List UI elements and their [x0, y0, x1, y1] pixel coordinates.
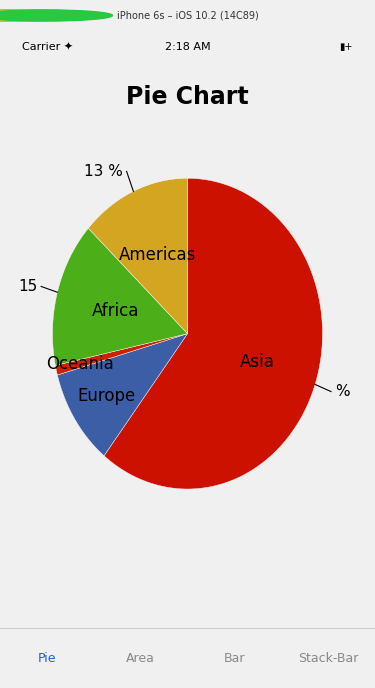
Text: Europe: Europe — [78, 387, 136, 405]
Circle shape — [0, 10, 112, 21]
Text: Bar: Bar — [224, 652, 245, 665]
Text: Carrier ✦: Carrier ✦ — [22, 42, 74, 52]
Polygon shape — [57, 334, 188, 455]
Polygon shape — [88, 178, 188, 334]
Text: %: % — [335, 384, 350, 399]
Text: Pie: Pie — [38, 652, 56, 665]
Text: Asia: Asia — [240, 352, 275, 371]
Polygon shape — [104, 178, 322, 489]
Circle shape — [0, 10, 82, 21]
Text: ▮+: ▮+ — [339, 42, 352, 52]
Text: Area: Area — [126, 652, 155, 665]
Circle shape — [0, 10, 98, 21]
Text: Americas: Americas — [119, 246, 196, 264]
Text: Pie Chart: Pie Chart — [126, 85, 249, 109]
Polygon shape — [56, 334, 188, 375]
Text: 15: 15 — [18, 279, 38, 294]
Text: Oceania: Oceania — [46, 355, 114, 373]
Text: Stack-Bar: Stack-Bar — [298, 652, 358, 665]
Polygon shape — [53, 228, 188, 365]
Text: 13 %: 13 % — [84, 164, 123, 179]
Text: 2:18 AM: 2:18 AM — [165, 42, 210, 52]
Text: iPhone 6s – iOS 10.2 (14C89): iPhone 6s – iOS 10.2 (14C89) — [117, 10, 258, 21]
Text: Africa: Africa — [92, 302, 140, 320]
